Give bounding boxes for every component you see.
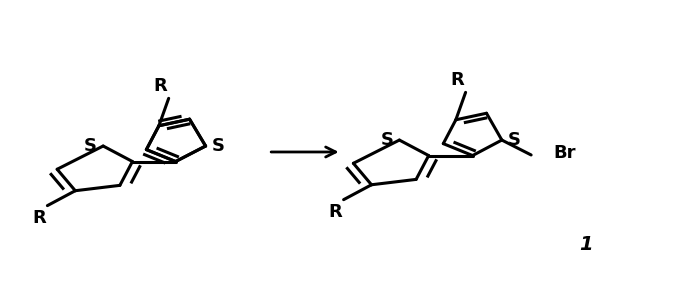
Text: S: S [84,137,97,155]
Text: R: R [450,71,464,89]
Text: 1: 1 [579,235,592,254]
Text: S: S [381,131,393,149]
Text: R: R [328,203,342,221]
Text: Br: Br [553,145,576,162]
Text: R: R [153,77,167,95]
Text: R: R [32,209,46,227]
Text: S: S [508,131,521,149]
Text: S: S [212,137,224,155]
